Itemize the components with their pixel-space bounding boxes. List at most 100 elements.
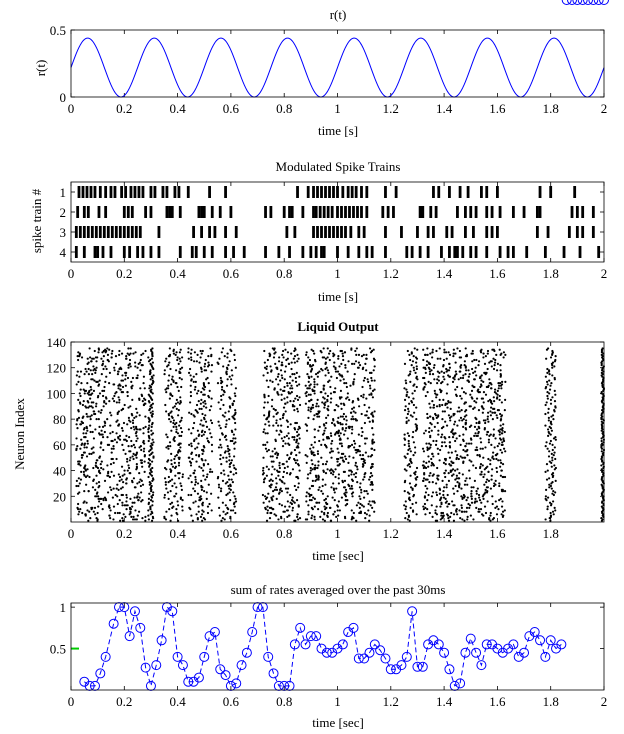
spike-dot <box>190 356 193 359</box>
spike-dot <box>431 400 434 403</box>
spike-dot <box>318 501 321 504</box>
spike-dot <box>489 360 492 363</box>
spike-dot <box>318 486 321 489</box>
spike-dot <box>265 367 268 371</box>
spike-dot <box>450 469 453 472</box>
spike-dot <box>330 468 333 471</box>
spike-dot <box>463 519 466 522</box>
spike-dot <box>461 510 464 513</box>
spike-dot <box>178 434 181 437</box>
spike-dot <box>326 468 329 471</box>
spike-dot <box>281 463 284 466</box>
rate-point <box>588 0 599 5</box>
spike-dot <box>546 367 549 371</box>
spike-mark <box>210 246 214 258</box>
spike-dot <box>293 361 296 364</box>
spike-dot <box>297 428 300 431</box>
spike-dot <box>226 352 229 355</box>
spike-dot <box>357 433 360 436</box>
spike-dot <box>368 420 371 423</box>
spike-dot <box>600 464 603 467</box>
spike-dot <box>202 517 205 520</box>
spike-dot <box>348 469 351 472</box>
spike-dot <box>372 500 376 503</box>
spike-dot <box>411 392 414 395</box>
spike-dot <box>364 472 367 475</box>
spike-dot <box>495 369 499 372</box>
spike-dot <box>293 438 296 441</box>
spike-dot <box>370 379 373 382</box>
spike-dot <box>310 484 313 488</box>
spike-dot <box>485 486 488 489</box>
spike-dot <box>177 461 181 464</box>
spike-dot <box>100 502 103 506</box>
spike-dot <box>502 514 505 517</box>
spike-dot <box>600 505 603 508</box>
rate-point <box>311 631 322 642</box>
spike-dot <box>217 446 221 449</box>
spike-dot <box>149 369 152 372</box>
x-tick-label: 2 <box>601 694 608 709</box>
spike-dot <box>112 474 116 477</box>
spike-dot <box>209 347 212 350</box>
spike-dot <box>340 349 344 353</box>
spike-dot <box>294 376 297 380</box>
spike-dot <box>313 414 316 417</box>
spike-dot <box>405 469 408 472</box>
spike-dot <box>272 407 275 410</box>
spike-dot <box>223 355 226 358</box>
spike-dot <box>285 472 289 475</box>
spike-dot <box>456 513 459 516</box>
spike-dot <box>80 438 83 441</box>
spike-dot <box>76 445 79 448</box>
spike-dot <box>295 421 298 425</box>
spike-dot <box>270 506 273 509</box>
spike-dot <box>469 514 472 517</box>
spike-dot <box>152 455 155 458</box>
spike-dot <box>121 429 124 432</box>
spike-dot <box>97 497 100 500</box>
spike-dot <box>455 373 458 376</box>
spike-dot <box>345 419 348 422</box>
spike-dot <box>198 433 201 436</box>
spike-dot <box>204 402 207 405</box>
spike-dot <box>503 509 506 512</box>
spike-dot <box>141 517 144 520</box>
spike-dot <box>336 370 340 373</box>
spike-dot <box>484 421 487 425</box>
spike-dot <box>92 401 95 404</box>
spike-dot <box>454 388 457 391</box>
rate-point <box>369 639 380 650</box>
spike-dot <box>200 370 203 373</box>
spike-dot <box>201 452 204 455</box>
spike-dot <box>307 387 310 390</box>
spike-dot <box>332 365 335 368</box>
spike-mark <box>101 246 105 258</box>
spike-dot <box>164 483 167 486</box>
spike-dot <box>217 401 220 404</box>
spike-dot <box>480 397 483 400</box>
rate-point <box>199 651 210 662</box>
spike-dot <box>230 429 233 432</box>
spike-mark <box>161 186 165 198</box>
spike-dot <box>266 505 269 508</box>
spike-dot <box>551 492 554 495</box>
spike-dot <box>308 358 312 362</box>
spike-dot <box>200 466 203 470</box>
spike-dot <box>347 360 350 363</box>
spike-dot <box>323 505 326 508</box>
spike-dot <box>549 514 553 517</box>
x-tick-label: 0.6 <box>223 526 240 541</box>
spike-dot <box>298 403 302 407</box>
spike-dot <box>127 347 130 350</box>
panel3-xlabel: time [sec] <box>312 548 364 563</box>
spike-dot <box>323 511 326 515</box>
spike-dot <box>317 405 320 408</box>
spike-dot <box>344 415 348 418</box>
spike-dot <box>307 513 310 516</box>
spike-dot <box>140 491 143 494</box>
spike-dot <box>124 384 127 387</box>
spike-dot <box>231 415 234 418</box>
spike-dot <box>501 441 504 444</box>
spike-dot <box>344 457 348 461</box>
